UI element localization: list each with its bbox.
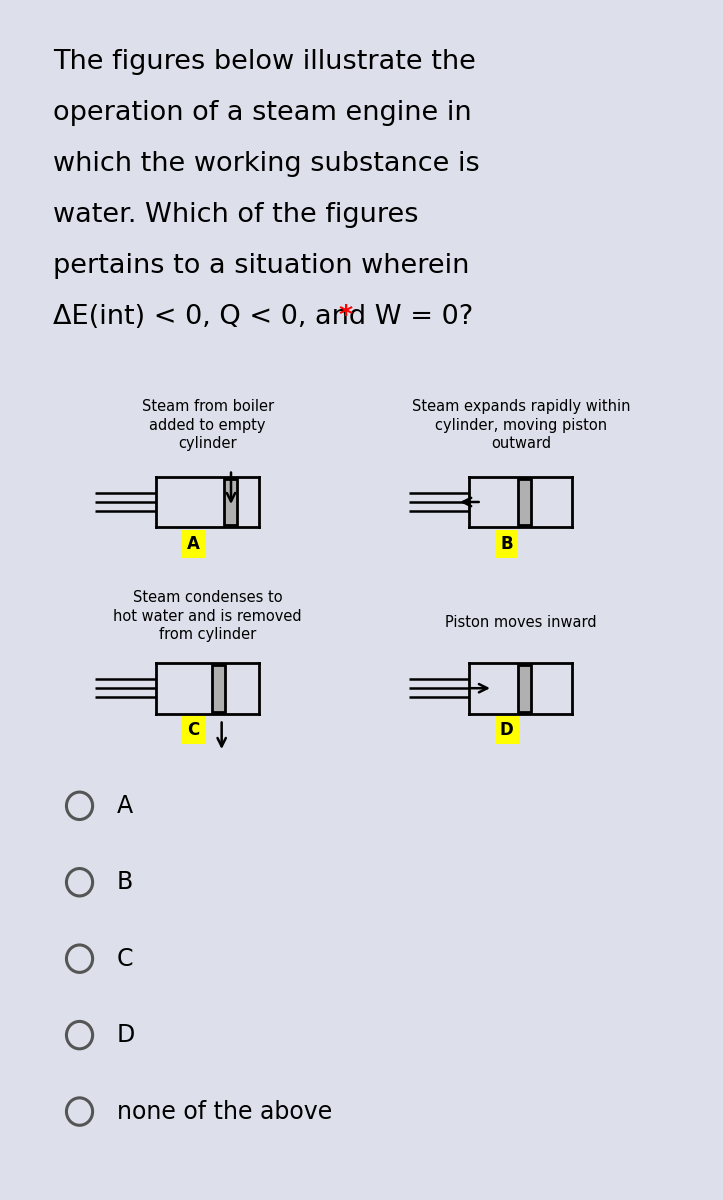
Text: B: B xyxy=(500,535,513,553)
Text: operation of a steam engine in: operation of a steam engine in xyxy=(54,101,472,126)
Text: pertains to a situation wherein: pertains to a situation wherein xyxy=(54,253,470,280)
Bar xyxy=(213,665,226,712)
Text: D: D xyxy=(500,721,514,739)
Text: C: C xyxy=(187,721,200,739)
Text: ΔE(int) < 0, Q < 0, and W = 0?: ΔE(int) < 0, Q < 0, and W = 0? xyxy=(54,304,482,330)
Bar xyxy=(518,479,531,526)
Text: none of the above: none of the above xyxy=(117,1099,332,1123)
Bar xyxy=(518,665,531,712)
Text: Piston moves inward: Piston moves inward xyxy=(445,614,596,630)
Text: Steam condenses to
hot water and is removed
from cylinder: Steam condenses to hot water and is remo… xyxy=(114,590,302,642)
Text: *: * xyxy=(339,304,353,330)
Text: A: A xyxy=(187,535,200,553)
Text: water. Which of the figures: water. Which of the figures xyxy=(54,202,419,228)
Text: A: A xyxy=(117,794,133,818)
Text: which the working substance is: which the working substance is xyxy=(54,151,480,178)
Text: B: B xyxy=(117,870,133,894)
Text: Steam from boiler
added to empty
cylinder: Steam from boiler added to empty cylinde… xyxy=(142,400,274,451)
Text: D: D xyxy=(117,1024,135,1048)
Text: C: C xyxy=(117,947,134,971)
Text: The figures below illustrate the: The figures below illustrate the xyxy=(54,49,476,76)
Bar xyxy=(223,479,236,526)
Text: Steam expands rapidly within
cylinder, moving piston
outward: Steam expands rapidly within cylinder, m… xyxy=(411,400,630,451)
